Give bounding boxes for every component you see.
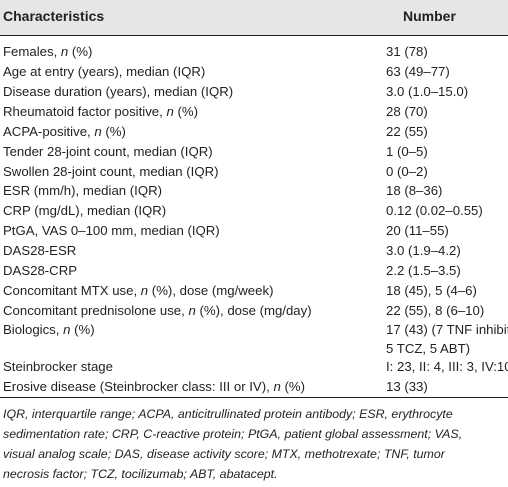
table-row: Swollen 28-joint count, median (IQR) 0 (0…	[0, 164, 508, 182]
row-label-italic: n	[166, 104, 174, 119]
table-row: Age at entry (years), median (IQR) 63 (49…	[0, 64, 508, 82]
row-value: 28 (70)	[386, 104, 428, 119]
row-label-suffix: (%), dose (mg/week)	[148, 283, 274, 298]
bottom-rule	[0, 397, 508, 398]
table-row: Concomitant prednisolone use, n (%), dos…	[0, 303, 508, 321]
row-label-italic: n	[273, 379, 281, 394]
header-rule	[0, 35, 508, 36]
table-row: DAS28-ESR 3.0 (1.9–4.2)	[0, 243, 508, 261]
footnote-line: necrosis factor; TCZ, tocilizumab; ABT, …	[3, 467, 278, 481]
row-label-text: Rheumatoid factor positive,	[3, 104, 167, 119]
row-label-suffix: (%)	[173, 104, 198, 119]
table-row: Biologics, n (%) 17 (43) (7 TNF inhibitor…	[0, 322, 508, 340]
row-label: DAS28-CRP	[3, 263, 77, 278]
row-value: 2.2 (1.5–3.5)	[386, 263, 461, 278]
row-label-text: Swollen 28-joint count, median (IQR)	[3, 164, 219, 179]
row-value: 63 (49–77)	[386, 64, 450, 79]
row-label-text: Steinbrocker stage	[3, 359, 113, 374]
row-label-italic: n	[63, 322, 71, 337]
row-label-text: PtGA, VAS 0–100 mm, median (IQR)	[3, 223, 220, 238]
row-label: Concomitant prednisolone use, n (%), dos…	[3, 303, 312, 318]
row-value-continuation: 5 TCZ, 5 ABT)	[386, 341, 471, 356]
row-value: 3.0 (1.9–4.2)	[386, 243, 461, 258]
table-row: Females, n (%) 31 (78)	[0, 44, 508, 62]
row-value: 0.12 (0.02–0.55)	[386, 203, 483, 218]
table-row: Steinbrocker stage I: 23, II: 4, III: 3, …	[0, 359, 508, 377]
row-value: 13 (33)	[386, 379, 428, 394]
row-label-text: DAS28-CRP	[3, 263, 78, 278]
row-label: Tender 28-joint count, median (IQR)	[3, 144, 213, 159]
header-number: Number	[403, 8, 456, 24]
footnote-line: IQR, interquartile range; ACPA, anticitr…	[3, 407, 453, 421]
footnote-line: sedimentation rate; CRP, C-reactive prot…	[3, 427, 463, 441]
row-label-text: ESR (mm/h), median (IQR)	[3, 183, 163, 198]
table-row: Erosive disease (Steinbrocker class: III…	[0, 379, 508, 397]
row-label-italic: n	[60, 44, 69, 59]
row-label-text: Concomitant MTX use,	[3, 283, 141, 298]
row-value: 17 (43) (7 TNF inhibitors,	[386, 322, 508, 337]
row-label-text: DAS28-ESR	[3, 243, 77, 258]
row-value: 1 (0–5)	[386, 144, 428, 159]
row-label: Swollen 28-joint count, median (IQR)	[3, 164, 219, 179]
row-label-suffix: (%), dose (mg/day)	[195, 303, 312, 318]
row-label: Concomitant MTX use, n (%), dose (mg/wee…	[3, 283, 273, 298]
row-label: Erosive disease (Steinbrocker class: III…	[3, 379, 305, 394]
table-row: Rheumatoid factor positive, n (%) 28 (70)	[0, 104, 508, 122]
row-label: Steinbrocker stage	[3, 359, 113, 374]
row-label: ACPA-positive, n (%)	[3, 124, 126, 139]
row-label-text: Biologics,	[3, 322, 64, 337]
row-value: 0 (0–2)	[386, 164, 428, 179]
row-label-text: Disease duration (years), median (IQR)	[3, 84, 234, 99]
row-label: Rheumatoid factor positive, n (%)	[3, 104, 198, 119]
row-label-suffix: (%)	[70, 322, 95, 337]
table-row: PtGA, VAS 0–100 mm, median (IQR) 20 (11–5…	[0, 223, 508, 241]
row-label-text: Females,	[3, 44, 61, 59]
row-label-text: ACPA-positive,	[3, 124, 95, 139]
row-label-text: CRP (mg/dL), median (IQR)	[3, 203, 167, 218]
row-label: Age at entry (years), median (IQR)	[3, 64, 205, 79]
table-row: ACPA-positive, n (%) 22 (55)	[0, 124, 508, 142]
table-header: Characteristics Number	[0, 0, 508, 35]
row-value: 18 (45), 5 (4–6)	[386, 283, 477, 298]
row-label: Females, n (%)	[3, 44, 92, 59]
row-value: 22 (55)	[386, 124, 428, 139]
header-characteristics: Characteristics	[3, 8, 105, 24]
row-value: 31 (78)	[386, 44, 428, 59]
table-row-continuation: 5 TCZ, 5 ABT)	[0, 341, 508, 359]
row-value: 18 (8–36)	[386, 183, 443, 198]
row-label-text: Erosive disease (Steinbrocker class: III…	[3, 379, 274, 394]
row-value: 22 (55), 8 (6–10)	[386, 303, 485, 318]
row-label-suffix: (%)	[101, 124, 126, 139]
row-label: Biologics, n (%)	[3, 322, 95, 337]
table-row: Tender 28-joint count, median (IQR) 1 (0–…	[0, 144, 508, 162]
row-label-text: Concomitant prednisolone use,	[3, 303, 189, 318]
footnote-line: visual analog scale; DAS, disease activi…	[3, 447, 445, 461]
row-value: 3.0 (1.0–15.0)	[386, 84, 469, 99]
row-value: I: 23, II: 4, III: 3, IV:10	[386, 359, 508, 374]
row-label: Disease duration (years), median (IQR)	[3, 84, 233, 99]
table-row: Disease duration (years), median (IQR) 3.…	[0, 84, 508, 102]
row-label-italic: n	[188, 303, 196, 318]
row-label: DAS28-ESR	[3, 243, 76, 258]
row-label: CRP (mg/dL), median (IQR)	[3, 203, 166, 218]
row-label: PtGA, VAS 0–100 mm, median (IQR)	[3, 223, 220, 238]
row-label-suffix: (%)	[280, 379, 305, 394]
table-row: DAS28-CRP 2.2 (1.5–3.5)	[0, 263, 508, 281]
row-label: ESR (mm/h), median (IQR)	[3, 183, 162, 198]
row-label-text: Age at entry (years), median (IQR)	[3, 64, 206, 79]
row-label-text: Tender 28-joint count, median (IQR)	[3, 144, 213, 159]
table-row: Concomitant MTX use, n (%), dose (mg/wee…	[0, 283, 508, 301]
table-row: ESR (mm/h), median (IQR) 18 (8–36)	[0, 183, 508, 201]
table-row: CRP (mg/dL), median (IQR) 0.12 (0.02–0.55…	[0, 203, 508, 221]
row-label-suffix: (%)	[68, 44, 93, 59]
row-value: 20 (11–55)	[386, 223, 449, 238]
row-label-italic: n	[94, 124, 102, 139]
row-label-italic: n	[140, 283, 149, 298]
